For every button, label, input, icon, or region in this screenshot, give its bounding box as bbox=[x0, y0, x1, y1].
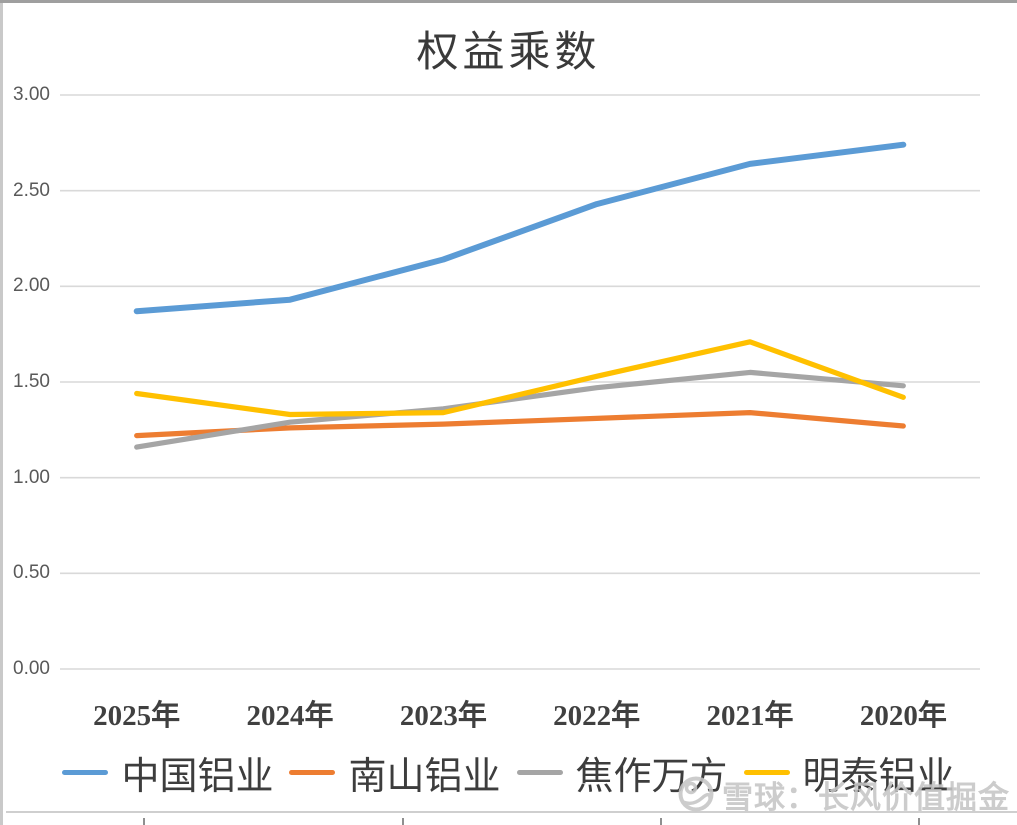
series-line-1 bbox=[134, 410, 906, 439]
legend-swatch-icon bbox=[743, 769, 790, 775]
y-tick-label: 2.00 bbox=[13, 275, 50, 297]
axis-tick bbox=[143, 818, 145, 825]
legend-item-0: 中国铝业 bbox=[62, 745, 273, 800]
legend-swatch-icon bbox=[62, 769, 109, 775]
top-edge-border bbox=[0, 0, 1017, 3]
legend-swatch-icon bbox=[516, 769, 563, 775]
legend-label: 焦作万方 bbox=[575, 755, 728, 798]
y-tick-label: 0.00 bbox=[13, 658, 50, 679]
x-category-label: 2022年 bbox=[553, 700, 641, 732]
legend-label: 中国铝业 bbox=[121, 755, 274, 798]
x-category-label: 2024年 bbox=[246, 700, 334, 732]
series-line-0 bbox=[133, 141, 907, 315]
y-tick-label: 3.00 bbox=[13, 84, 50, 105]
x-category-label: 2021年 bbox=[706, 700, 794, 732]
axis-tick bbox=[918, 818, 920, 825]
series-line-3 bbox=[134, 339, 906, 418]
legend-item-2: 焦作万方 bbox=[516, 745, 728, 800]
y-tick-label: 2.50 bbox=[13, 179, 50, 201]
legend-item-3: 明泰铝业 bbox=[743, 745, 955, 800]
legend-item-1: 南山铝业 bbox=[289, 745, 501, 800]
axis-tick bbox=[402, 818, 404, 825]
next-chart-edge bbox=[6, 811, 1017, 825]
legend: 中国铝业 南山铝业 焦作万方 明泰铝业 bbox=[0, 744, 1017, 800]
left-edge-border bbox=[0, 3, 3, 825]
legend-label: 明泰铝业 bbox=[802, 755, 955, 798]
x-category-label: 2025年 bbox=[93, 700, 181, 732]
y-tick-label: 0.50 bbox=[13, 562, 50, 584]
y-tick-label: 1.00 bbox=[13, 466, 50, 488]
legend-label: 南山铝业 bbox=[348, 755, 501, 798]
x-category-label: 2020年 bbox=[859, 700, 947, 732]
axis-tick bbox=[660, 818, 662, 825]
series-line-2 bbox=[134, 369, 906, 450]
y-tick-label: 1.50 bbox=[13, 371, 50, 392]
next-chart-top-line bbox=[6, 811, 1017, 813]
legend-swatch-icon bbox=[289, 769, 336, 775]
x-category-label: 2023年 bbox=[399, 700, 487, 732]
chart-title: 权益乘数 bbox=[416, 30, 601, 76]
